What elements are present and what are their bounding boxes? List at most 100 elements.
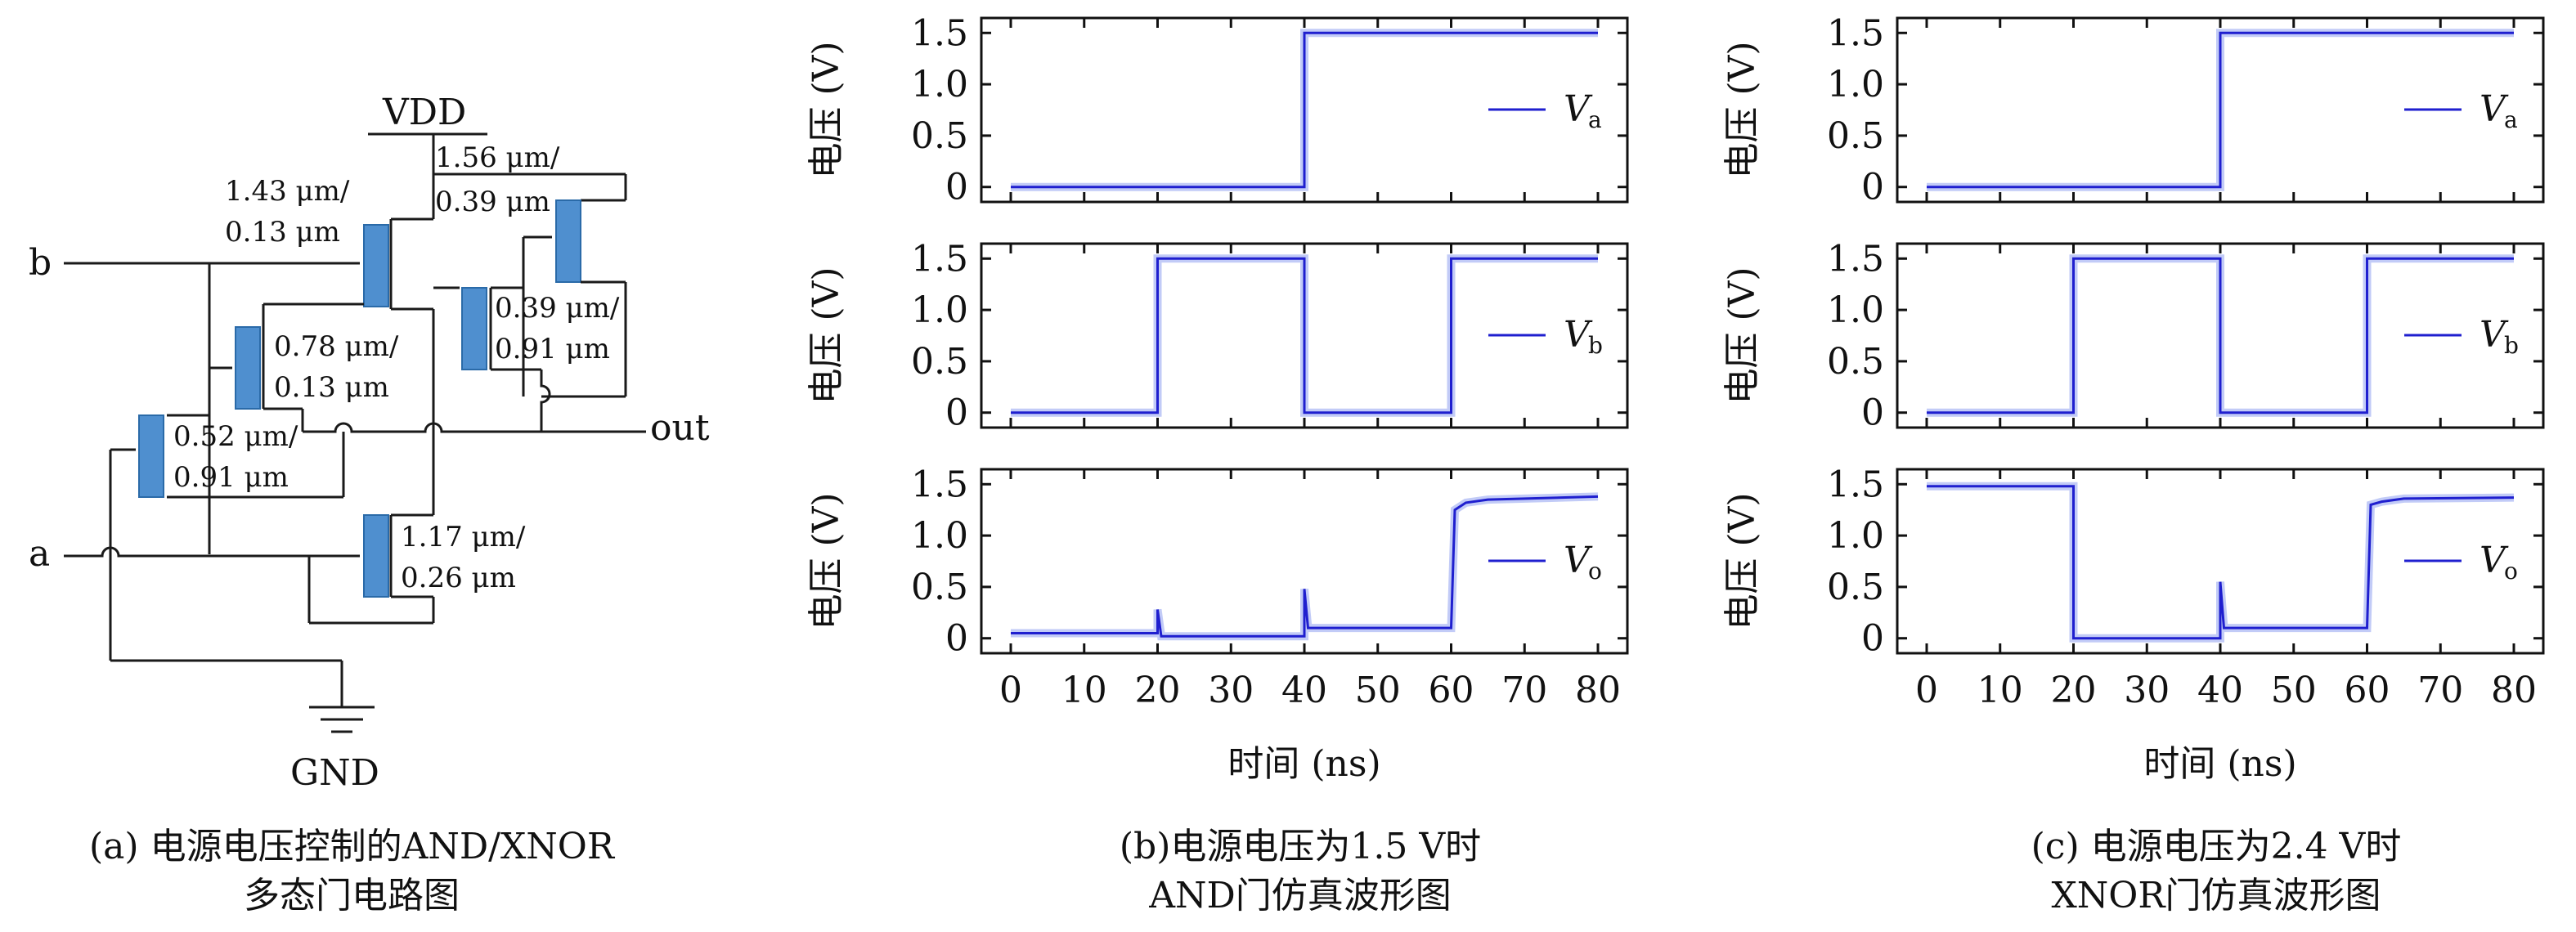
chart-c-b: 0 0.5 1.0 1.5 电压 (V) Vb — [1721, 238, 2545, 434]
y-tick-label: 0.5 — [1827, 567, 1884, 608]
legend-subscript: a — [1588, 106, 1602, 133]
waveform-Vo — [1011, 495, 1599, 638]
y-tick-label: 0 — [945, 618, 968, 660]
y-axis-label: 电压 (V) — [1721, 267, 1763, 404]
legend-label: V — [2480, 540, 2509, 581]
y-axis-label: 电压 (V) — [806, 41, 847, 178]
legend-label: V — [2480, 314, 2509, 356]
y-tick-label: 0.5 — [911, 341, 968, 383]
t5-size-w: 0.52 μm/ — [173, 420, 298, 453]
legend-label: V — [1564, 540, 1593, 581]
x-tick-label: 30 — [2124, 670, 2170, 711]
legend-label: V — [1564, 314, 1593, 356]
x-tick-label: 50 — [2271, 670, 2317, 711]
y-tick-label: 0 — [1861, 392, 1884, 434]
legend-subscript: b — [2504, 332, 2519, 359]
y-tick-label: 0 — [1861, 618, 1884, 660]
x-tick-label: 50 — [1355, 670, 1401, 711]
t4-size-l: 0.13 μm — [274, 371, 389, 404]
t2-size-l: 0.39 μm — [435, 186, 550, 218]
input-a-label: a — [29, 533, 50, 575]
chart-b-a: 0 0.5 1.0 1.5 电压 (V) Va — [806, 12, 1629, 208]
y-tick-label: 1.0 — [911, 515, 968, 557]
t1-size-l: 0.13 μm — [225, 216, 340, 249]
transistor-t6 — [363, 514, 389, 598]
x-tick-label: 10 — [1061, 670, 1107, 711]
transistor-t3 — [461, 287, 487, 370]
y-tick-label: 1.0 — [911, 289, 968, 331]
x-tick-label: 60 — [2345, 670, 2390, 711]
y-axis-label: 电压 (V) — [1721, 492, 1763, 630]
y-tick-label: 0.5 — [911, 567, 968, 608]
t2-size-w: 1.56 μm/ — [435, 141, 560, 174]
x-tick-label: 30 — [1208, 670, 1254, 711]
circuit-diagram: VDD 1.43 μm/ 0.13 μm b 1.56 μm/ 0.39 μm — [29, 92, 710, 916]
caption-a-line2: 多态门电路图 — [244, 875, 460, 916]
y-tick-label: 0.5 — [1827, 115, 1884, 157]
waveform-Vo — [1927, 485, 2515, 640]
wire-crossover — [540, 370, 551, 432]
t5-size-l: 0.91 μm — [173, 461, 289, 494]
gnd-label: GND — [290, 752, 379, 794]
y-tick-label: 0 — [945, 392, 968, 434]
t1-size-w: 1.43 μm/ — [225, 175, 350, 208]
y-tick-label: 0 — [1861, 167, 1884, 208]
t3-size-l: 0.91 μm — [495, 333, 610, 365]
x-tick-label: 20 — [1135, 670, 1181, 711]
caption-c-line1: (c) 电源电压为2.4 V时 — [2031, 826, 2402, 867]
x-tick-label: 0 — [1915, 670, 1938, 711]
x-axis-label: 时间 (ns) — [2143, 743, 2296, 785]
y-tick-label: 1.0 — [1827, 289, 1884, 331]
y-tick-label: 1.0 — [911, 64, 968, 105]
t4-size-w: 0.78 μm/ — [274, 330, 399, 363]
waveform-Vb — [1927, 257, 2514, 414]
waveform-Vb — [1011, 257, 1598, 414]
legend-label: V — [1564, 88, 1593, 130]
t3-size-w: 0.39 μm/ — [495, 292, 620, 325]
y-tick-label: 1.0 — [1827, 64, 1884, 105]
y-tick-label: 0 — [945, 167, 968, 208]
caption-b-line1: (b)电源电压为1.5 V时 — [1120, 826, 1481, 867]
y-axis-label: 电压 (V) — [806, 492, 847, 630]
y-tick-label: 1.5 — [1827, 12, 1884, 54]
x-tick-label: 80 — [2491, 670, 2537, 711]
vdd-label: VDD — [382, 92, 466, 133]
transistor-t2 — [555, 199, 581, 283]
chart-b-o: 0 0.5 1.0 1.5 0 10 20 30 40 50 60 70 80 时间 (ns) 电压 (V)… — [806, 464, 1629, 785]
x-tick-label: 80 — [1575, 670, 1621, 711]
x-tick-label: 40 — [2197, 670, 2243, 711]
y-tick-label: 1.5 — [1827, 464, 1884, 505]
y-axis-label: 电压 (V) — [806, 267, 847, 404]
chart-c-o: 0 0.5 1.0 1.5 0 10 20 30 40 50 60 70 80 时间 (ns) 电压 (V)… — [1721, 464, 2545, 785]
transistor-t5 — [138, 414, 164, 498]
y-tick-label: 0.5 — [1827, 341, 1884, 383]
input-a-wire — [64, 546, 360, 558]
legend-subscript: o — [1588, 558, 1602, 585]
x-tick-label: 70 — [2417, 670, 2463, 711]
output-node — [303, 422, 646, 433]
waveform-charts: 0 0.5 1.0 1.5 电压 (V) Va 0 0.5 1.0 1.5 电压 (V) Vb 0 0.5… — [806, 12, 2545, 785]
chart-c-a: 0 0.5 1.0 1.5 电压 (V) Va — [1721, 12, 2545, 208]
legend-subscript: a — [2504, 106, 2518, 133]
x-tick-label: 10 — [1977, 670, 2023, 711]
y-tick-label: 1.5 — [911, 238, 968, 280]
y-tick-label: 1.5 — [1827, 238, 1884, 280]
x-tick-label: 0 — [999, 670, 1022, 711]
y-axis-label: 电压 (V) — [1721, 41, 1763, 178]
y-tick-label: 1.0 — [1827, 515, 1884, 557]
input-b-label: b — [29, 242, 52, 284]
legend-label: V — [2480, 88, 2509, 130]
legend-subscript: o — [2504, 558, 2518, 585]
transistor-t4 — [235, 326, 261, 410]
caption-a-line1: (a) 电源电压控制的AND/XNOR — [89, 826, 616, 867]
t6-size-l: 0.26 μm — [401, 562, 516, 594]
x-tick-label: 40 — [1281, 670, 1327, 711]
y-tick-label: 0.5 — [911, 115, 968, 157]
y-tick-label: 1.5 — [911, 464, 968, 505]
waveform-Va — [1927, 31, 2514, 189]
chart-b-b: 0 0.5 1.0 1.5 电压 (V) Vb — [806, 238, 1629, 434]
transistor-t1 — [363, 224, 389, 307]
caption-b-line2: AND门仿真波形图 — [1148, 875, 1452, 916]
